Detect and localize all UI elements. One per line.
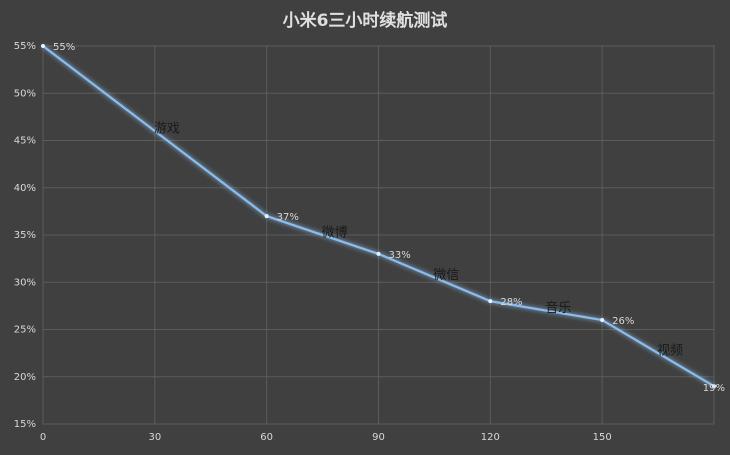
annotation: 微博 xyxy=(322,226,348,241)
point xyxy=(600,318,605,323)
line xyxy=(42,45,715,388)
y-tick-label: 45% xyxy=(14,136,36,147)
y-tick-label: 30% xyxy=(14,277,36,288)
annotation: 音乐 xyxy=(545,300,571,316)
data-label: 37% xyxy=(277,212,299,223)
data-label: 33% xyxy=(389,250,411,261)
point xyxy=(41,44,45,48)
point xyxy=(488,299,493,304)
y-tick-label: 25% xyxy=(14,325,36,336)
data-label: 55% xyxy=(53,42,75,53)
y-tick-label: 35% xyxy=(14,230,36,241)
point xyxy=(712,384,716,389)
point xyxy=(376,251,381,256)
chart-title: 小米6三小时续航测试 xyxy=(283,10,448,31)
x-tick-label: 30 xyxy=(148,432,161,443)
annotation: 游戏 xyxy=(154,122,180,137)
annotation: 微信 xyxy=(433,268,459,283)
y-tick-label: 55% xyxy=(14,41,36,52)
x-tick-label: 150 xyxy=(593,432,612,443)
annotation: 视频 xyxy=(657,344,683,359)
data-label: 26% xyxy=(612,316,634,327)
data-label: 19% xyxy=(703,383,725,394)
x-tick-label: 60 xyxy=(260,432,273,443)
y-tick-label: 20% xyxy=(14,372,36,383)
x-tick-label: 120 xyxy=(481,432,500,443)
y-tick-label: 40% xyxy=(14,183,36,194)
point xyxy=(264,214,269,219)
data-label: 28% xyxy=(500,297,522,308)
y-tick-label: 15% xyxy=(14,419,36,430)
x-tick-label: 90 xyxy=(372,432,385,443)
x-tick-label: 0 xyxy=(40,432,46,443)
y-tick-label: 50% xyxy=(14,88,36,99)
